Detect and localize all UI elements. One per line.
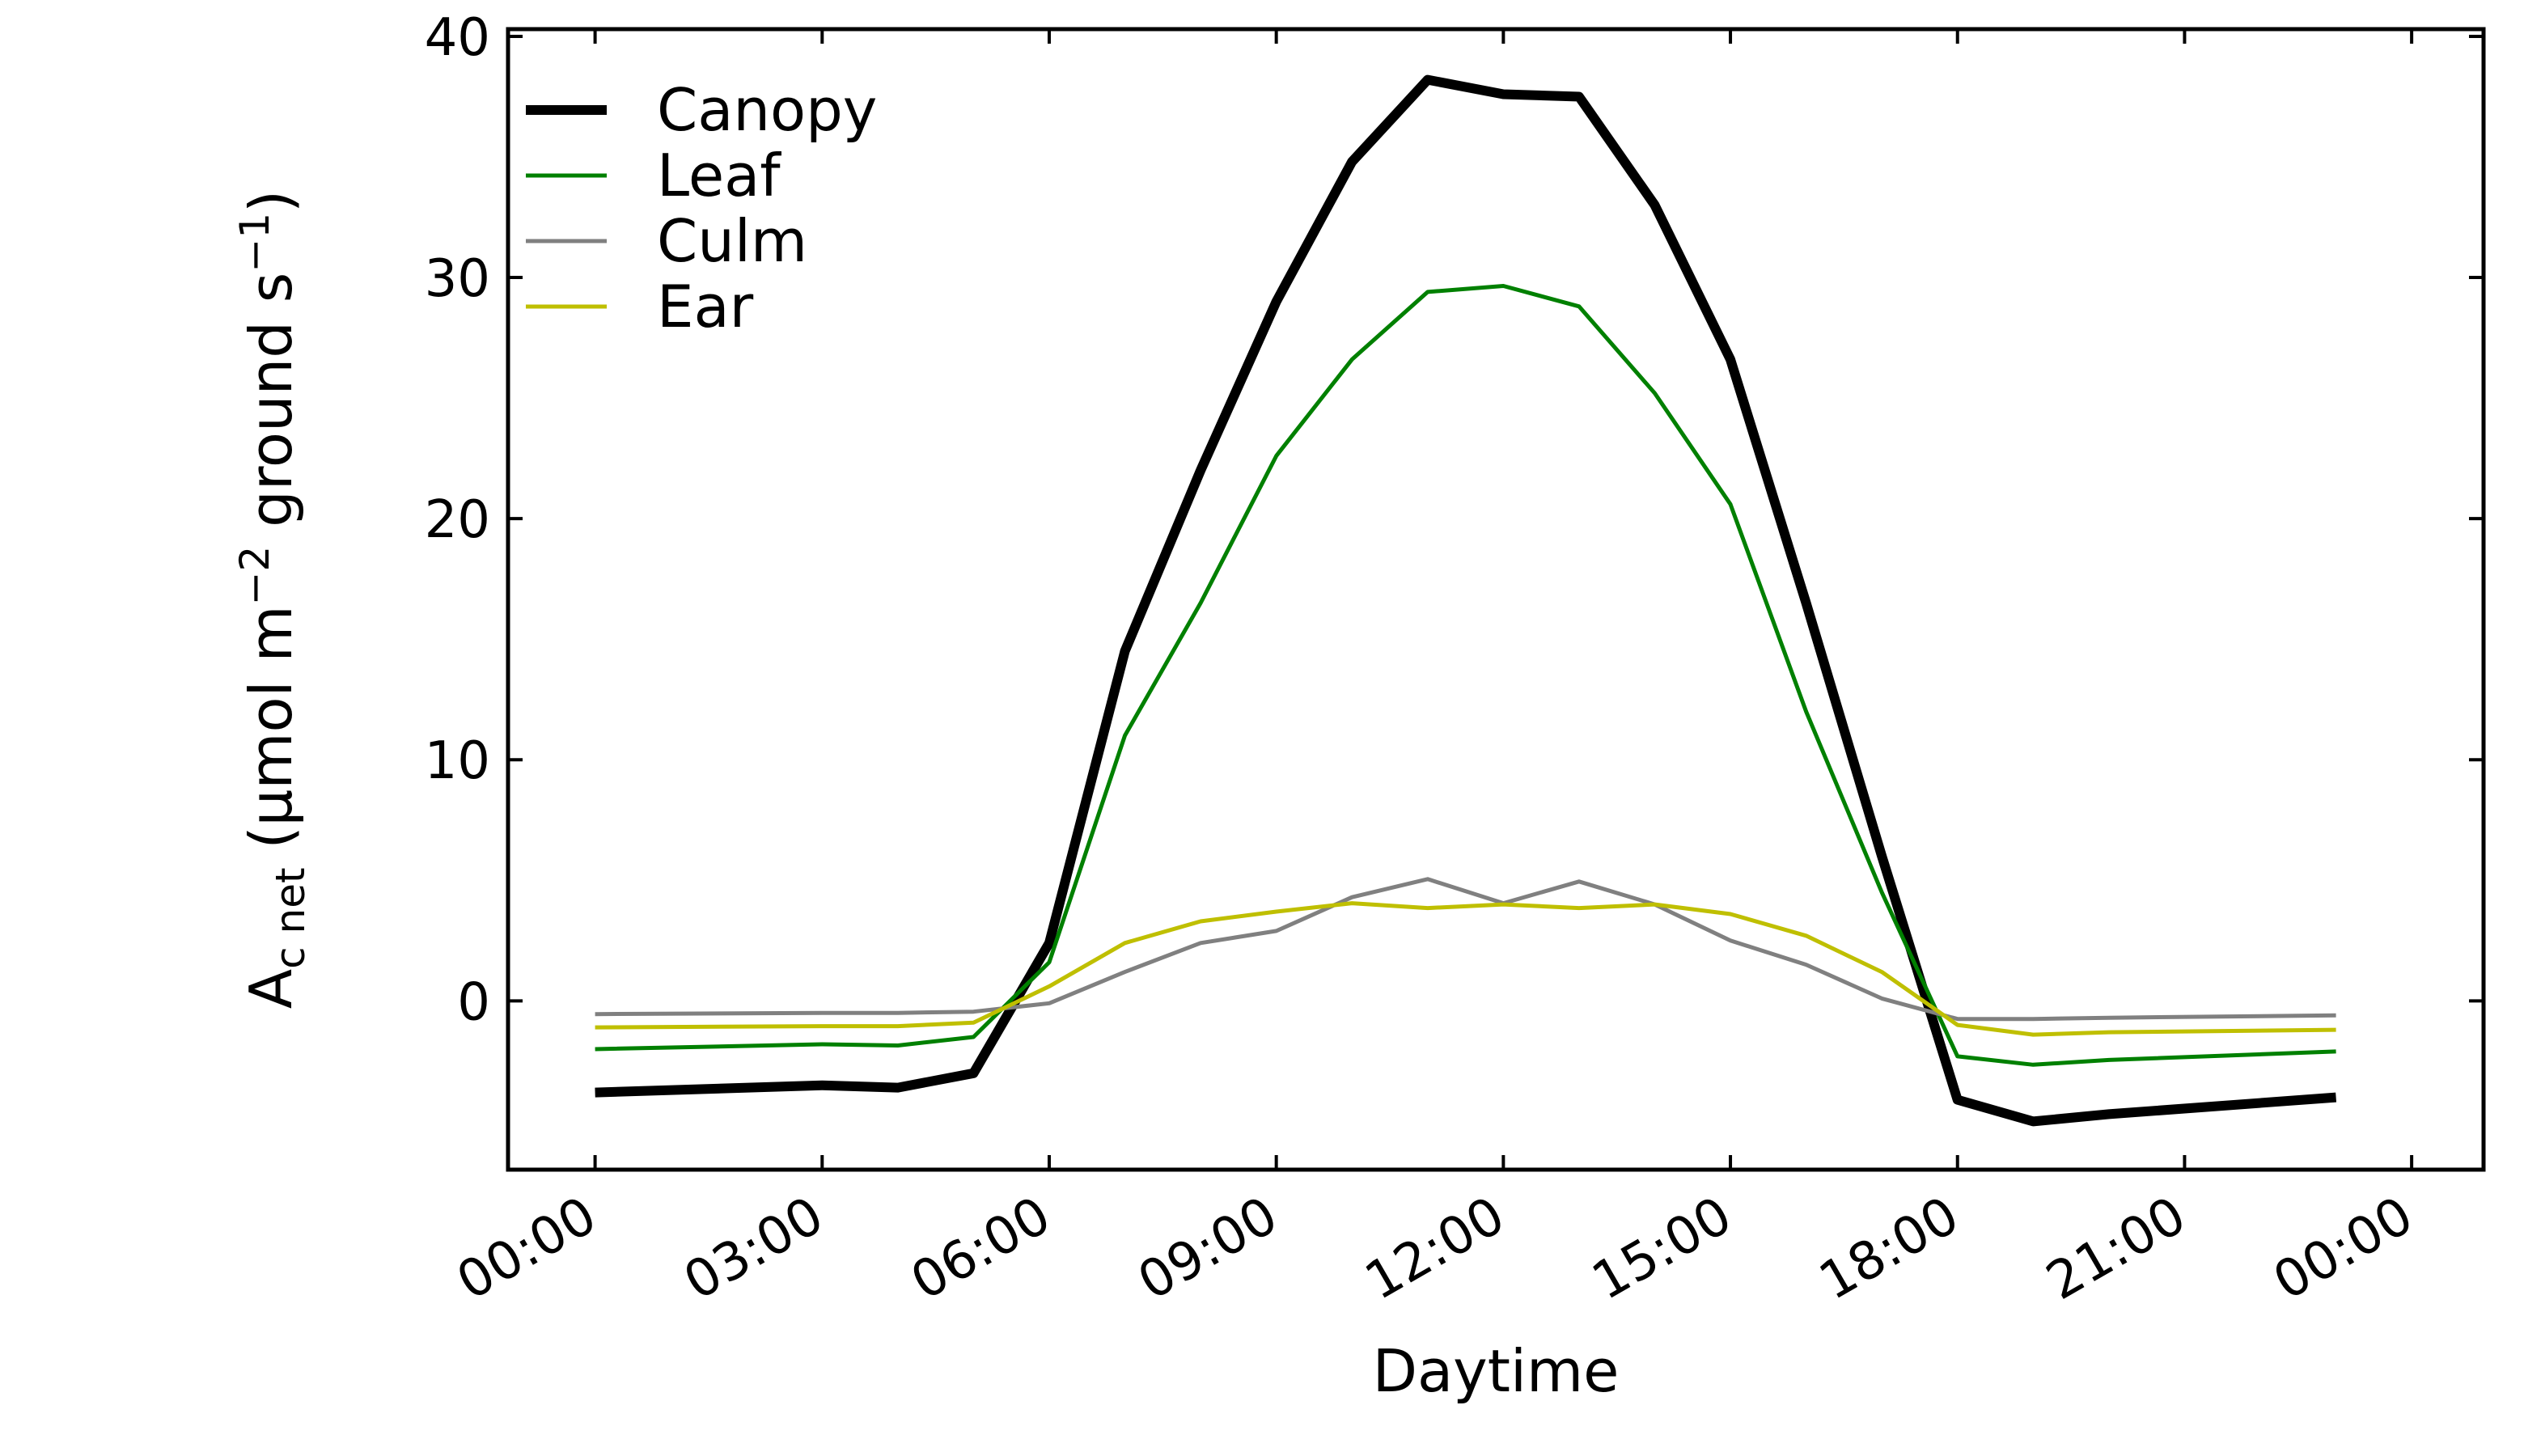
x-tick-label: 12:00 — [1356, 1186, 1515, 1312]
y-tick-label: 40 — [425, 8, 490, 68]
series-layer — [595, 74, 2337, 1127]
y-label-main: A — [237, 969, 305, 1009]
x-tick-label: 00:00 — [2264, 1186, 2423, 1312]
y-label-sup2: −1 — [231, 213, 278, 273]
legend-label-ear: Ear — [657, 273, 754, 341]
series-line-culm — [595, 877, 2336, 1022]
x-tick-label: 18:00 — [1810, 1186, 1969, 1312]
y-tick-label: 0 — [457, 972, 490, 1032]
y-label-sub: c net — [267, 867, 314, 968]
x-axis-label: Daytime — [1373, 1337, 1620, 1405]
legend-label-culm: Culm — [657, 207, 807, 275]
x-tick-label: 09:00 — [1129, 1186, 1288, 1312]
legend-label-leaf: Leaf — [657, 142, 781, 210]
x-tick-label: 21:00 — [2037, 1186, 2196, 1312]
y-tick-label: 20 — [425, 490, 490, 550]
x-tick-label: 06:00 — [901, 1186, 1061, 1312]
y-label-sup1: −2 — [231, 546, 278, 606]
series-line-ear — [595, 901, 2336, 1037]
x-tick-label: 03:00 — [675, 1186, 834, 1312]
legend-label-canopy: Canopy — [657, 76, 877, 144]
y-label-unit-post: ) — [237, 190, 305, 213]
x-tick-label: 00:00 — [447, 1186, 607, 1312]
plot-frame — [506, 27, 2486, 1172]
y-tick-label: 30 — [425, 249, 490, 309]
y-label-unit-pre: (µmol m — [237, 605, 305, 867]
y-axis-label: Ac net (µmol m−2 ground s−1) — [231, 190, 314, 1009]
x-tick-label: 15:00 — [1582, 1186, 1742, 1312]
series-line-leaf — [595, 284, 2336, 1067]
y-tick-label: 10 — [425, 731, 490, 791]
y-label-unit-mid: ground s — [237, 273, 305, 546]
series-line-canopy — [595, 74, 2337, 1127]
